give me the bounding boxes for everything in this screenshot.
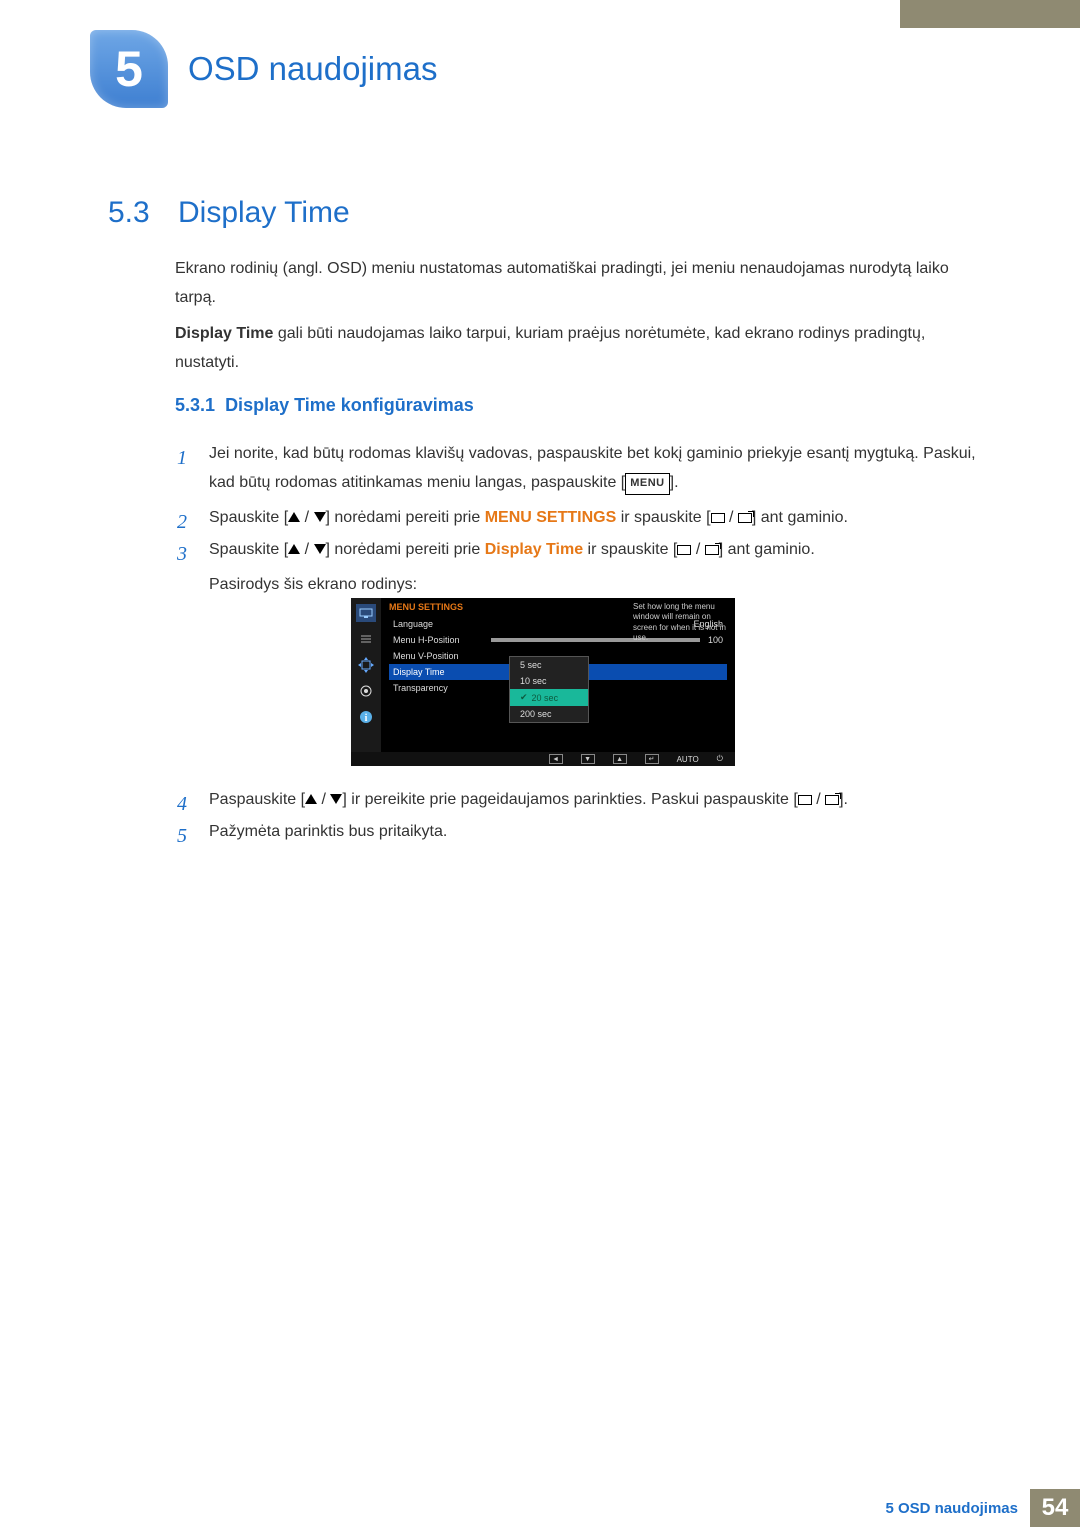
step-2: 2 Spauskite [ / ] norėdami pereiti prie …	[177, 504, 980, 540]
step-3: 3 Spauskite [ / ] norėdami pereiti prie …	[177, 536, 980, 600]
osd-nav-down-icon: ▼	[581, 754, 595, 764]
step-5: 5 Pažymėta parinktis bus pritaikyta.	[177, 818, 980, 854]
osd-dd-20sec: ✔20 sec	[510, 689, 588, 706]
section-title: Display Time	[178, 196, 350, 230]
chapter-header: 5 OSD naudojimas	[90, 30, 437, 108]
step-3-subtext: Pasirodys šis ekrano rodinys:	[209, 571, 980, 600]
osd-dd-5sec: 5 sec	[510, 657, 588, 673]
osd-position-icon	[356, 656, 376, 674]
osd-dd-200sec: 200 sec	[510, 706, 588, 722]
osd-info-icon: i	[356, 708, 376, 726]
chapter-title: OSD naudojimas	[188, 50, 437, 88]
step-3-text: Spauskite [ / ] norėdami pereiti prie Di…	[209, 536, 980, 600]
section-number: 5.3	[108, 196, 150, 230]
osd-list-icon	[356, 630, 376, 648]
subsection-number: 5.3.1	[175, 395, 215, 415]
step-5-number: 5	[177, 818, 191, 854]
display-time-term: Display Time	[175, 325, 273, 342]
step-1-text: Jei norite, kad būtų rodomas klavišų vad…	[209, 440, 980, 498]
select-enter-icon: /	[711, 509, 752, 526]
step-2-number: 2	[177, 504, 191, 540]
paragraph-2: Display Time gali būti naudojamas laiko …	[175, 320, 980, 378]
chapter-number-badge: 5	[90, 30, 168, 108]
step-2-text: Spauskite [ / ] norėdami pereiti prie ME…	[209, 504, 980, 540]
display-time-term: Display Time	[485, 541, 583, 558]
osd-main: MENU SETTINGS Language English Menu H-Po…	[381, 598, 735, 766]
page-footer: 5 OSD naudojimas 54	[885, 1489, 1080, 1527]
subsection-title: Display Time konfigūravimas	[225, 395, 474, 415]
menu-settings-term: MENU SETTINGS	[485, 509, 617, 526]
osd-sidebar: i	[351, 598, 381, 766]
osd-menu-screenshot: i MENU SETTINGS Language English Menu H-…	[351, 598, 735, 766]
step-4-text: Paspauskite [ / ] ir pereikite prie page…	[209, 786, 980, 822]
select-enter-icon: /	[677, 541, 718, 558]
step-1-number: 1	[177, 440, 191, 498]
osd-dropdown: 5 sec 10 sec ✔20 sec 200 sec	[509, 656, 589, 723]
osd-gear-icon	[356, 682, 376, 700]
osd-nav-up-icon: ▲	[613, 754, 627, 764]
menu-chip: MENU	[625, 473, 669, 495]
top-accent-bar	[900, 0, 1080, 28]
footer-chapter-label: 5 OSD naudojimas	[885, 1500, 1018, 1517]
osd-nav-enter-icon: ↵	[645, 754, 659, 764]
up-down-icon: /	[288, 541, 325, 558]
subsection-heading: 5.3.1 Display Time konfigūravimas	[175, 395, 474, 416]
step-4: 4 Paspauskite [ / ] ir pereikite prie pa…	[177, 786, 980, 822]
osd-nav-left-icon: ◄	[549, 754, 563, 764]
up-down-icon: /	[305, 791, 342, 808]
osd-auto-label: AUTO	[677, 755, 699, 764]
svg-text:i: i	[365, 713, 368, 724]
check-icon: ✔	[520, 692, 528, 703]
osd-power-icon: ⏻	[717, 754, 723, 764]
step-4-number: 4	[177, 786, 191, 822]
step-3-number: 3	[177, 536, 191, 600]
osd-footer: ◄ ▼ ▲ ↵ AUTO ⏻	[351, 752, 735, 766]
osd-help-text: Set how long the menu window will remain…	[633, 602, 729, 644]
paragraph-1: Ekrano rodinių (angl. OSD) meniu nustato…	[175, 255, 980, 313]
select-enter-icon: /	[798, 791, 839, 808]
step-5-text: Pažymėta parinktis bus pritaikyta.	[209, 818, 980, 854]
osd-dd-10sec: 10 sec	[510, 673, 588, 689]
paragraph-2-rest: gali būti naudojamas laiko tarpui, kuria…	[175, 325, 925, 371]
up-down-icon: /	[288, 509, 325, 526]
footer-page-number: 54	[1030, 1489, 1080, 1527]
osd-monitor-icon	[356, 604, 376, 622]
step-1: 1 Jei norite, kad būtų rodomas klavišų v…	[177, 440, 980, 498]
